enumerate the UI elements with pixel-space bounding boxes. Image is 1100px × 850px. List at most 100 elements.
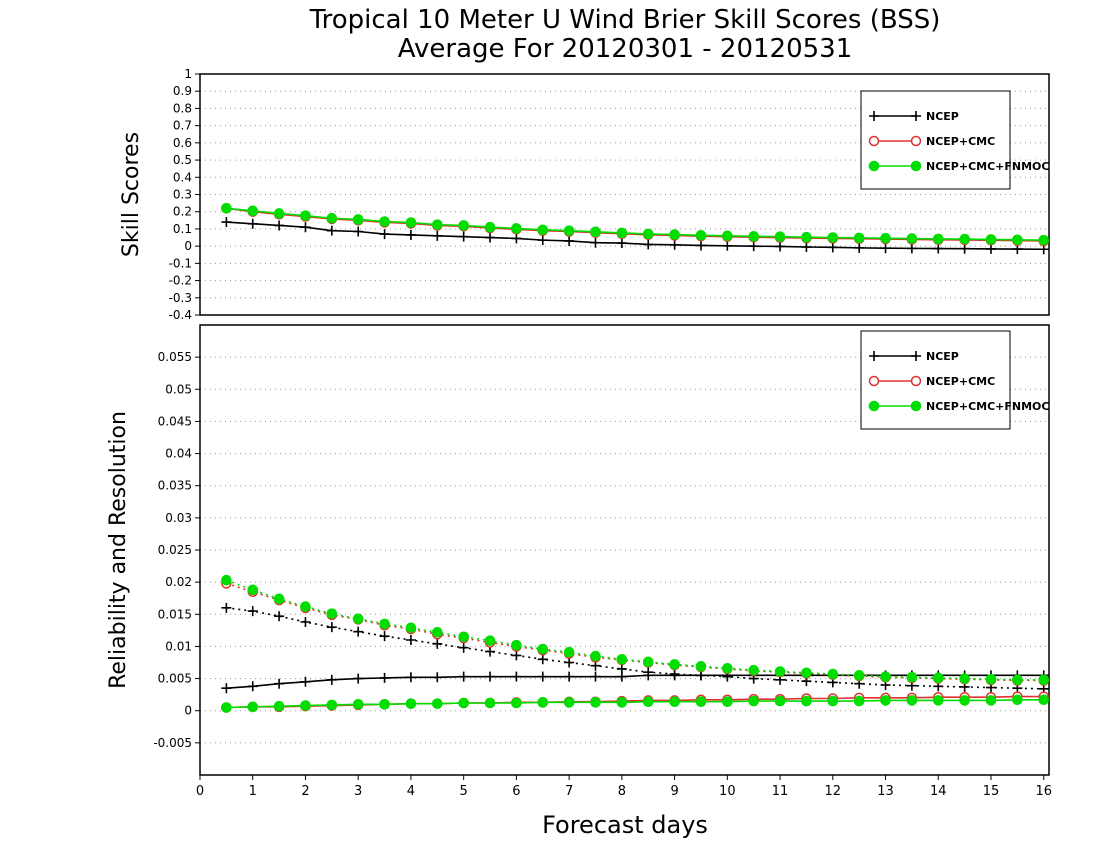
- x-tick-label: 14: [930, 784, 947, 799]
- data-point: [484, 697, 496, 709]
- data-point: [590, 226, 601, 238]
- legend-marker: [868, 160, 880, 172]
- y-tick-label: -0.3: [169, 291, 192, 305]
- data-point: [300, 210, 311, 221]
- data-point: [932, 695, 944, 706]
- data-point: [801, 242, 812, 253]
- data-point: [616, 697, 628, 708]
- data-point: [642, 228, 654, 240]
- legend-marker: [868, 375, 880, 387]
- legend-marker: [868, 135, 880, 147]
- data-point: [590, 671, 601, 682]
- data-point: [642, 656, 654, 668]
- data-point: [985, 234, 997, 245]
- data-point: [326, 608, 338, 619]
- y-tick-label: 0.02: [165, 575, 192, 589]
- data-point: [906, 243, 917, 254]
- data-point: [643, 670, 654, 681]
- legend-entry-ncep-cmc: NCEP+CMC: [868, 375, 995, 388]
- y-tick-label: 1: [184, 67, 192, 81]
- y-tick-label: 0.025: [158, 543, 192, 557]
- data-point: [274, 611, 285, 622]
- data-point: [432, 672, 443, 683]
- x-tick-label: 5: [460, 784, 468, 799]
- x-tick-label: 1: [249, 784, 257, 799]
- x-tick-label: 3: [354, 784, 362, 799]
- y-tick-label: 0.5: [173, 153, 192, 167]
- data-point: [695, 240, 706, 251]
- plot-frame: [199, 73, 1050, 316]
- data-point: [352, 214, 364, 225]
- data-point: [379, 216, 390, 227]
- data-point: [274, 220, 285, 231]
- data-point: [537, 671, 548, 682]
- legend-marker: [911, 351, 921, 361]
- data-point: [458, 642, 469, 653]
- legend-entry-ncep-cmc-fnmoc: NCEP+CMC+FNMOC: [868, 400, 1049, 413]
- data-point: [273, 700, 285, 712]
- data-point: [669, 659, 680, 670]
- data-point: [405, 698, 417, 709]
- y-tick-label: 0: [184, 704, 192, 718]
- data-point: [458, 631, 469, 643]
- data-point: [379, 672, 390, 683]
- y-tick-label: -0.005: [153, 736, 192, 750]
- x-axis-label: Forecast days: [542, 811, 708, 839]
- series-ncep-cmc-reliability: [221, 578, 1049, 686]
- data-point: [537, 697, 549, 708]
- data-point: [326, 212, 338, 224]
- data-point: [485, 232, 496, 243]
- data-point: [458, 231, 469, 242]
- legend-marker: [910, 375, 922, 387]
- data-point: [669, 239, 680, 250]
- data-point: [722, 230, 733, 242]
- series-line: [226, 207, 1044, 241]
- plot-frame: [199, 324, 1050, 776]
- y-tick-label: -0.1: [169, 256, 192, 270]
- x-tick-label: 16: [1035, 784, 1052, 799]
- data-point: [616, 227, 628, 239]
- series-line: [226, 207, 1044, 242]
- y-tick-label: 0.2: [173, 205, 192, 219]
- y-axis-label: Skill Scores: [119, 132, 144, 257]
- legend-entry-ncep-cmc-fnmoc: NCEP+CMC+FNMOC: [868, 160, 1049, 173]
- data-point: [827, 232, 839, 243]
- data-point: [432, 230, 443, 241]
- reliability-resolution-panel: -0.005 0 0.005 0.01 0.015 0.02 0.025 0.03 0.035 0…: [106, 324, 1052, 799]
- data-point: [985, 695, 997, 706]
- data-point: [352, 698, 364, 710]
- x-tick-label: 10: [719, 784, 736, 799]
- data-point: [669, 670, 680, 681]
- y-tick-label: 0: [184, 239, 192, 253]
- data-point: [431, 219, 443, 230]
- legend-label: NCEP+CMC+FNMOC: [926, 160, 1049, 173]
- x-tick-label: 9: [670, 784, 678, 799]
- data-point: [563, 225, 575, 236]
- series-ncep: [221, 217, 1049, 255]
- y-tick-label: 0.1: [173, 222, 192, 236]
- data-point: [274, 678, 285, 689]
- legend-box: [860, 330, 1011, 430]
- legend-entry-ncep: NCEP: [869, 110, 959, 123]
- x-tick-label: 2: [301, 784, 309, 799]
- data-point: [748, 231, 759, 242]
- y-tick-label: 0.035: [158, 479, 192, 493]
- data-point: [1038, 694, 1050, 706]
- legend-label: NCEP+CMC: [926, 375, 995, 388]
- y-tick-label: 0.6: [173, 136, 192, 150]
- legend-label: NCEP+CMC+FNMOC: [926, 400, 1049, 413]
- data-point: [511, 697, 522, 709]
- data-point: [221, 574, 232, 586]
- data-point: [300, 222, 311, 233]
- data-point: [221, 683, 232, 694]
- data-point: [933, 243, 944, 254]
- data-point: [695, 229, 707, 241]
- data-point: [722, 696, 733, 708]
- chart-title: Tropical 10 Meter U Wind Brier Skill Sco…: [309, 5, 941, 35]
- data-point: [590, 650, 601, 662]
- data-point: [801, 695, 812, 707]
- data-point: [537, 224, 549, 236]
- data-point: [247, 681, 258, 692]
- data-point: [590, 697, 601, 708]
- legend-marker: [868, 400, 880, 412]
